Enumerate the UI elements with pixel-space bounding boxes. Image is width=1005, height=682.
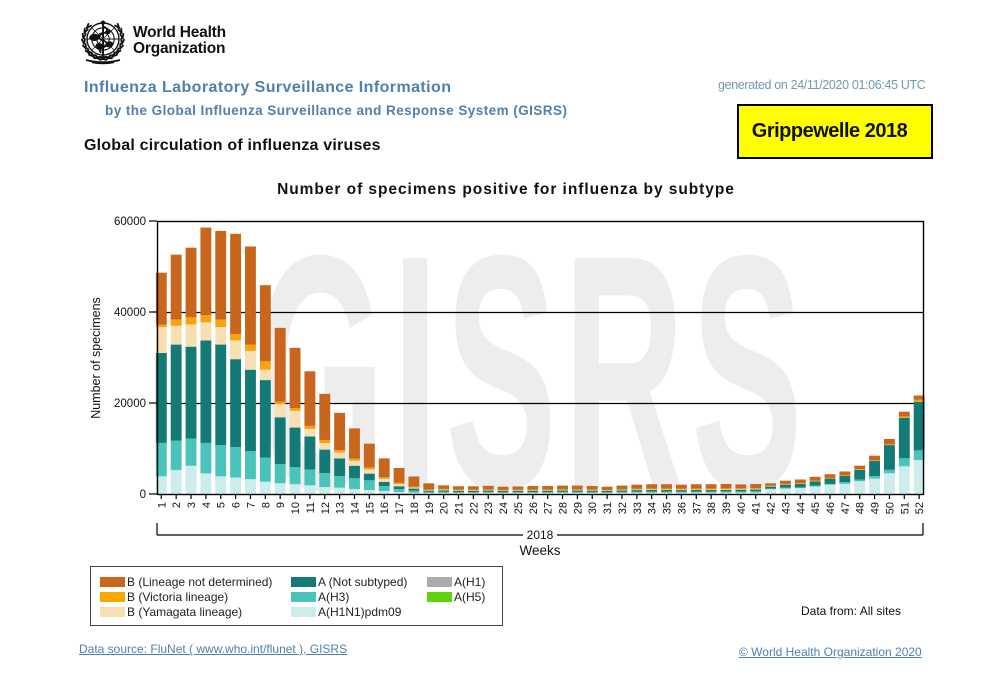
svg-text:Weeks: Weeks — [519, 543, 560, 558]
svg-text:10: 10 — [290, 502, 302, 514]
svg-text:27: 27 — [543, 502, 555, 514]
svg-text:47: 47 — [840, 502, 852, 514]
svg-text:42: 42 — [766, 502, 778, 514]
svg-text:12: 12 — [320, 502, 332, 514]
svg-text:0: 0 — [140, 489, 146, 501]
svg-text:1: 1 — [156, 502, 168, 508]
svg-text:44: 44 — [795, 502, 807, 514]
svg-text:38: 38 — [706, 502, 718, 514]
svg-text:29: 29 — [572, 502, 584, 514]
svg-text:40000: 40000 — [114, 307, 146, 319]
svg-text:51: 51 — [899, 502, 911, 514]
svg-text:50: 50 — [884, 502, 896, 514]
svg-text:4: 4 — [201, 502, 213, 508]
svg-text:33: 33 — [632, 502, 644, 514]
svg-text:34: 34 — [647, 502, 659, 514]
svg-text:60000: 60000 — [114, 216, 146, 228]
svg-text:16: 16 — [379, 502, 391, 514]
svg-text:26: 26 — [528, 502, 540, 514]
svg-text:2018: 2018 — [527, 528, 554, 542]
svg-text:52: 52 — [914, 502, 926, 514]
svg-text:31: 31 — [602, 502, 614, 514]
svg-text:21: 21 — [454, 502, 466, 514]
svg-text:20: 20 — [439, 502, 451, 514]
svg-text:39: 39 — [721, 502, 733, 514]
svg-text:7: 7 — [245, 502, 257, 508]
svg-text:35: 35 — [662, 502, 674, 514]
svg-text:20000: 20000 — [114, 398, 146, 410]
svg-text:28: 28 — [558, 502, 570, 514]
svg-text:Number of specimens: Number of specimens — [89, 297, 103, 419]
svg-text:3: 3 — [186, 502, 198, 508]
svg-text:17: 17 — [394, 502, 406, 514]
svg-text:5: 5 — [216, 502, 228, 508]
svg-text:23: 23 — [483, 502, 495, 514]
svg-text:32: 32 — [617, 502, 629, 514]
svg-text:9: 9 — [275, 502, 287, 508]
svg-text:24: 24 — [498, 502, 510, 514]
svg-text:49: 49 — [870, 502, 882, 514]
svg-text:43: 43 — [780, 502, 792, 514]
svg-text:8: 8 — [260, 502, 272, 508]
svg-text:13: 13 — [335, 502, 347, 514]
svg-text:25: 25 — [513, 502, 525, 514]
svg-text:45: 45 — [810, 502, 822, 514]
svg-text:22: 22 — [468, 502, 480, 514]
svg-text:15: 15 — [364, 502, 376, 514]
svg-text:48: 48 — [855, 502, 867, 514]
svg-text:40: 40 — [736, 502, 748, 514]
svg-text:37: 37 — [691, 502, 703, 514]
svg-text:36: 36 — [676, 502, 688, 514]
svg-text:2: 2 — [171, 502, 183, 508]
svg-text:6: 6 — [231, 502, 243, 508]
svg-text:46: 46 — [825, 502, 837, 514]
svg-text:11: 11 — [305, 502, 317, 513]
svg-text:14: 14 — [349, 502, 361, 514]
svg-text:41: 41 — [751, 502, 763, 514]
svg-text:18: 18 — [409, 502, 421, 514]
svg-text:30: 30 — [587, 502, 599, 514]
svg-text:19: 19 — [424, 502, 436, 514]
